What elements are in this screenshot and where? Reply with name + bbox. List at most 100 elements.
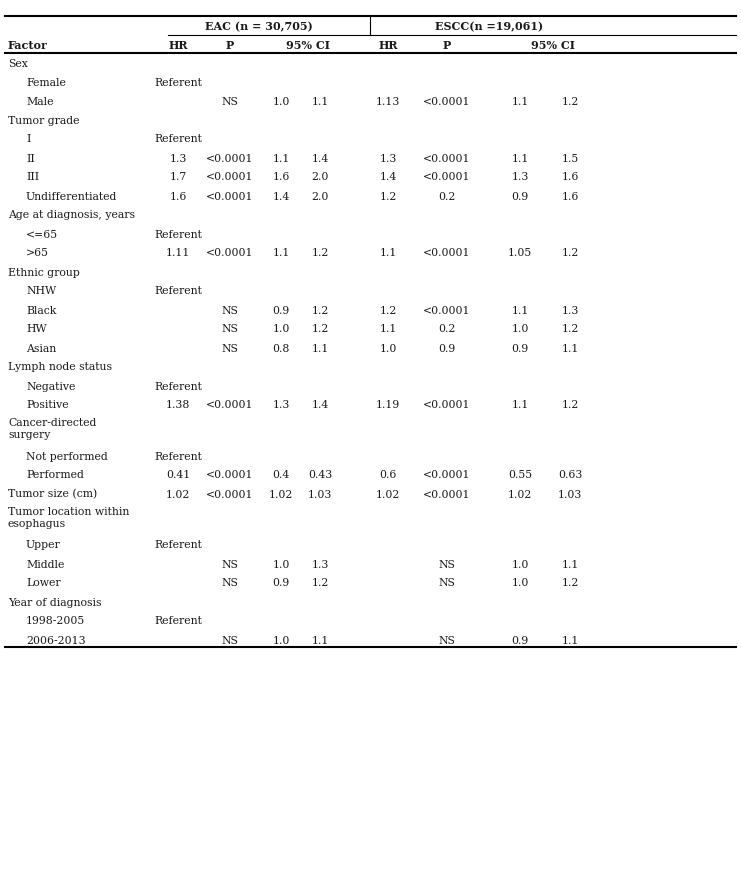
Text: 1.02: 1.02 [376, 489, 400, 499]
Text: Performed: Performed [26, 470, 84, 480]
Text: Referent: Referent [154, 451, 202, 461]
Text: 1.4: 1.4 [379, 173, 396, 182]
Text: Referent: Referent [154, 134, 202, 144]
Text: 1.2: 1.2 [562, 97, 579, 106]
Text: 0.8: 0.8 [272, 343, 290, 353]
Text: II: II [26, 154, 35, 164]
Text: 1.11: 1.11 [166, 249, 190, 258]
Text: <0.0001: <0.0001 [423, 470, 471, 480]
Text: 1.0: 1.0 [272, 97, 290, 106]
Text: Upper: Upper [26, 540, 61, 550]
Text: 0.9: 0.9 [511, 191, 528, 201]
Text: <0.0001: <0.0001 [206, 470, 253, 480]
Text: Lymph node status: Lymph node status [8, 362, 112, 372]
Text: Asian: Asian [26, 343, 56, 353]
Text: <0.0001: <0.0001 [423, 97, 471, 106]
Text: 0.2: 0.2 [439, 191, 456, 201]
Text: III: III [26, 173, 39, 182]
Text: 1.05: 1.05 [508, 249, 532, 258]
Text: NS: NS [439, 635, 456, 645]
Text: 1.1: 1.1 [511, 305, 528, 316]
Text: HR: HR [168, 39, 187, 50]
Text: 1.6: 1.6 [562, 173, 579, 182]
Text: 0.55: 0.55 [508, 470, 532, 480]
Text: 1.7: 1.7 [170, 173, 187, 182]
Text: Referent: Referent [154, 540, 202, 550]
Text: EAC (n = 30,705): EAC (n = 30,705) [205, 21, 313, 32]
Text: 1.2: 1.2 [311, 325, 329, 334]
Text: 1.3: 1.3 [379, 154, 396, 164]
Text: 1.3: 1.3 [272, 400, 290, 410]
Text: NS: NS [222, 559, 239, 569]
Text: Negative: Negative [26, 381, 76, 391]
Text: Tumor size (cm): Tumor size (cm) [8, 489, 97, 499]
Text: P: P [443, 39, 451, 50]
Text: Cancer-directed
surgery: Cancer-directed surgery [8, 417, 96, 440]
Text: I: I [26, 134, 30, 144]
Text: Female: Female [26, 78, 66, 88]
Text: 1.2: 1.2 [562, 578, 579, 588]
Text: <0.0001: <0.0001 [423, 400, 471, 410]
Text: 1.1: 1.1 [562, 559, 579, 569]
Text: 0.9: 0.9 [273, 305, 290, 316]
Text: 1.2: 1.2 [311, 305, 329, 316]
Text: 1.02: 1.02 [166, 489, 190, 499]
Text: 1.2: 1.2 [311, 249, 329, 258]
Text: 1.1: 1.1 [272, 154, 290, 164]
Text: HW: HW [26, 325, 47, 334]
Text: 1.1: 1.1 [311, 635, 329, 645]
Text: Tumor grade: Tumor grade [8, 115, 79, 125]
Text: <0.0001: <0.0001 [423, 154, 471, 164]
Text: 1.03: 1.03 [558, 489, 582, 499]
Text: 1.1: 1.1 [272, 249, 290, 258]
Text: NHW: NHW [26, 286, 56, 296]
Text: <0.0001: <0.0001 [423, 305, 471, 316]
Text: NS: NS [222, 578, 239, 588]
Text: 0.9: 0.9 [511, 635, 528, 645]
Text: 1.02: 1.02 [269, 489, 293, 499]
Text: <0.0001: <0.0001 [206, 489, 253, 499]
Text: 0.41: 0.41 [166, 470, 190, 480]
Text: 1.4: 1.4 [311, 154, 328, 164]
Text: Not performed: Not performed [26, 451, 107, 461]
Text: P: P [226, 39, 234, 50]
Text: <0.0001: <0.0001 [423, 249, 471, 258]
Text: 1.6: 1.6 [169, 191, 187, 201]
Text: NS: NS [439, 559, 456, 569]
Text: Referent: Referent [154, 78, 202, 88]
Text: 1.0: 1.0 [511, 559, 528, 569]
Text: Undifferentiated: Undifferentiated [26, 191, 117, 201]
Text: 1.0: 1.0 [272, 325, 290, 334]
Text: 1.5: 1.5 [562, 154, 579, 164]
Text: 1.1: 1.1 [511, 97, 528, 106]
Text: Middle: Middle [26, 559, 64, 569]
Text: ESCC(n =19,061): ESCC(n =19,061) [435, 21, 543, 32]
Text: NS: NS [222, 343, 239, 353]
Text: 1.1: 1.1 [562, 343, 579, 353]
Text: Year of diagnosis: Year of diagnosis [8, 597, 102, 607]
Text: 0.9: 0.9 [273, 578, 290, 588]
Text: 1.13: 1.13 [376, 97, 400, 106]
Text: 1.3: 1.3 [562, 305, 579, 316]
Text: 0.2: 0.2 [439, 325, 456, 334]
Text: 1.0: 1.0 [511, 578, 528, 588]
Text: 2.0: 2.0 [311, 191, 329, 201]
Text: 0.43: 0.43 [308, 470, 332, 480]
Text: 1.2: 1.2 [562, 400, 579, 410]
Text: <0.0001: <0.0001 [206, 191, 253, 201]
Text: 1.19: 1.19 [376, 400, 400, 410]
Text: <0.0001: <0.0001 [206, 173, 253, 182]
Text: Age at diagnosis, years: Age at diagnosis, years [8, 210, 135, 220]
Text: 1.1: 1.1 [311, 97, 329, 106]
Text: 1.4: 1.4 [311, 400, 328, 410]
Text: NS: NS [222, 325, 239, 334]
Text: Black: Black [26, 305, 56, 316]
Text: 1.02: 1.02 [508, 489, 532, 499]
Text: 1.1: 1.1 [379, 325, 396, 334]
Text: 1.0: 1.0 [511, 325, 528, 334]
Text: 0.9: 0.9 [511, 343, 528, 353]
Text: 2006-2013: 2006-2013 [26, 635, 86, 645]
Text: 1.2: 1.2 [562, 249, 579, 258]
Text: 1.1: 1.1 [379, 249, 396, 258]
Text: NS: NS [222, 305, 239, 316]
